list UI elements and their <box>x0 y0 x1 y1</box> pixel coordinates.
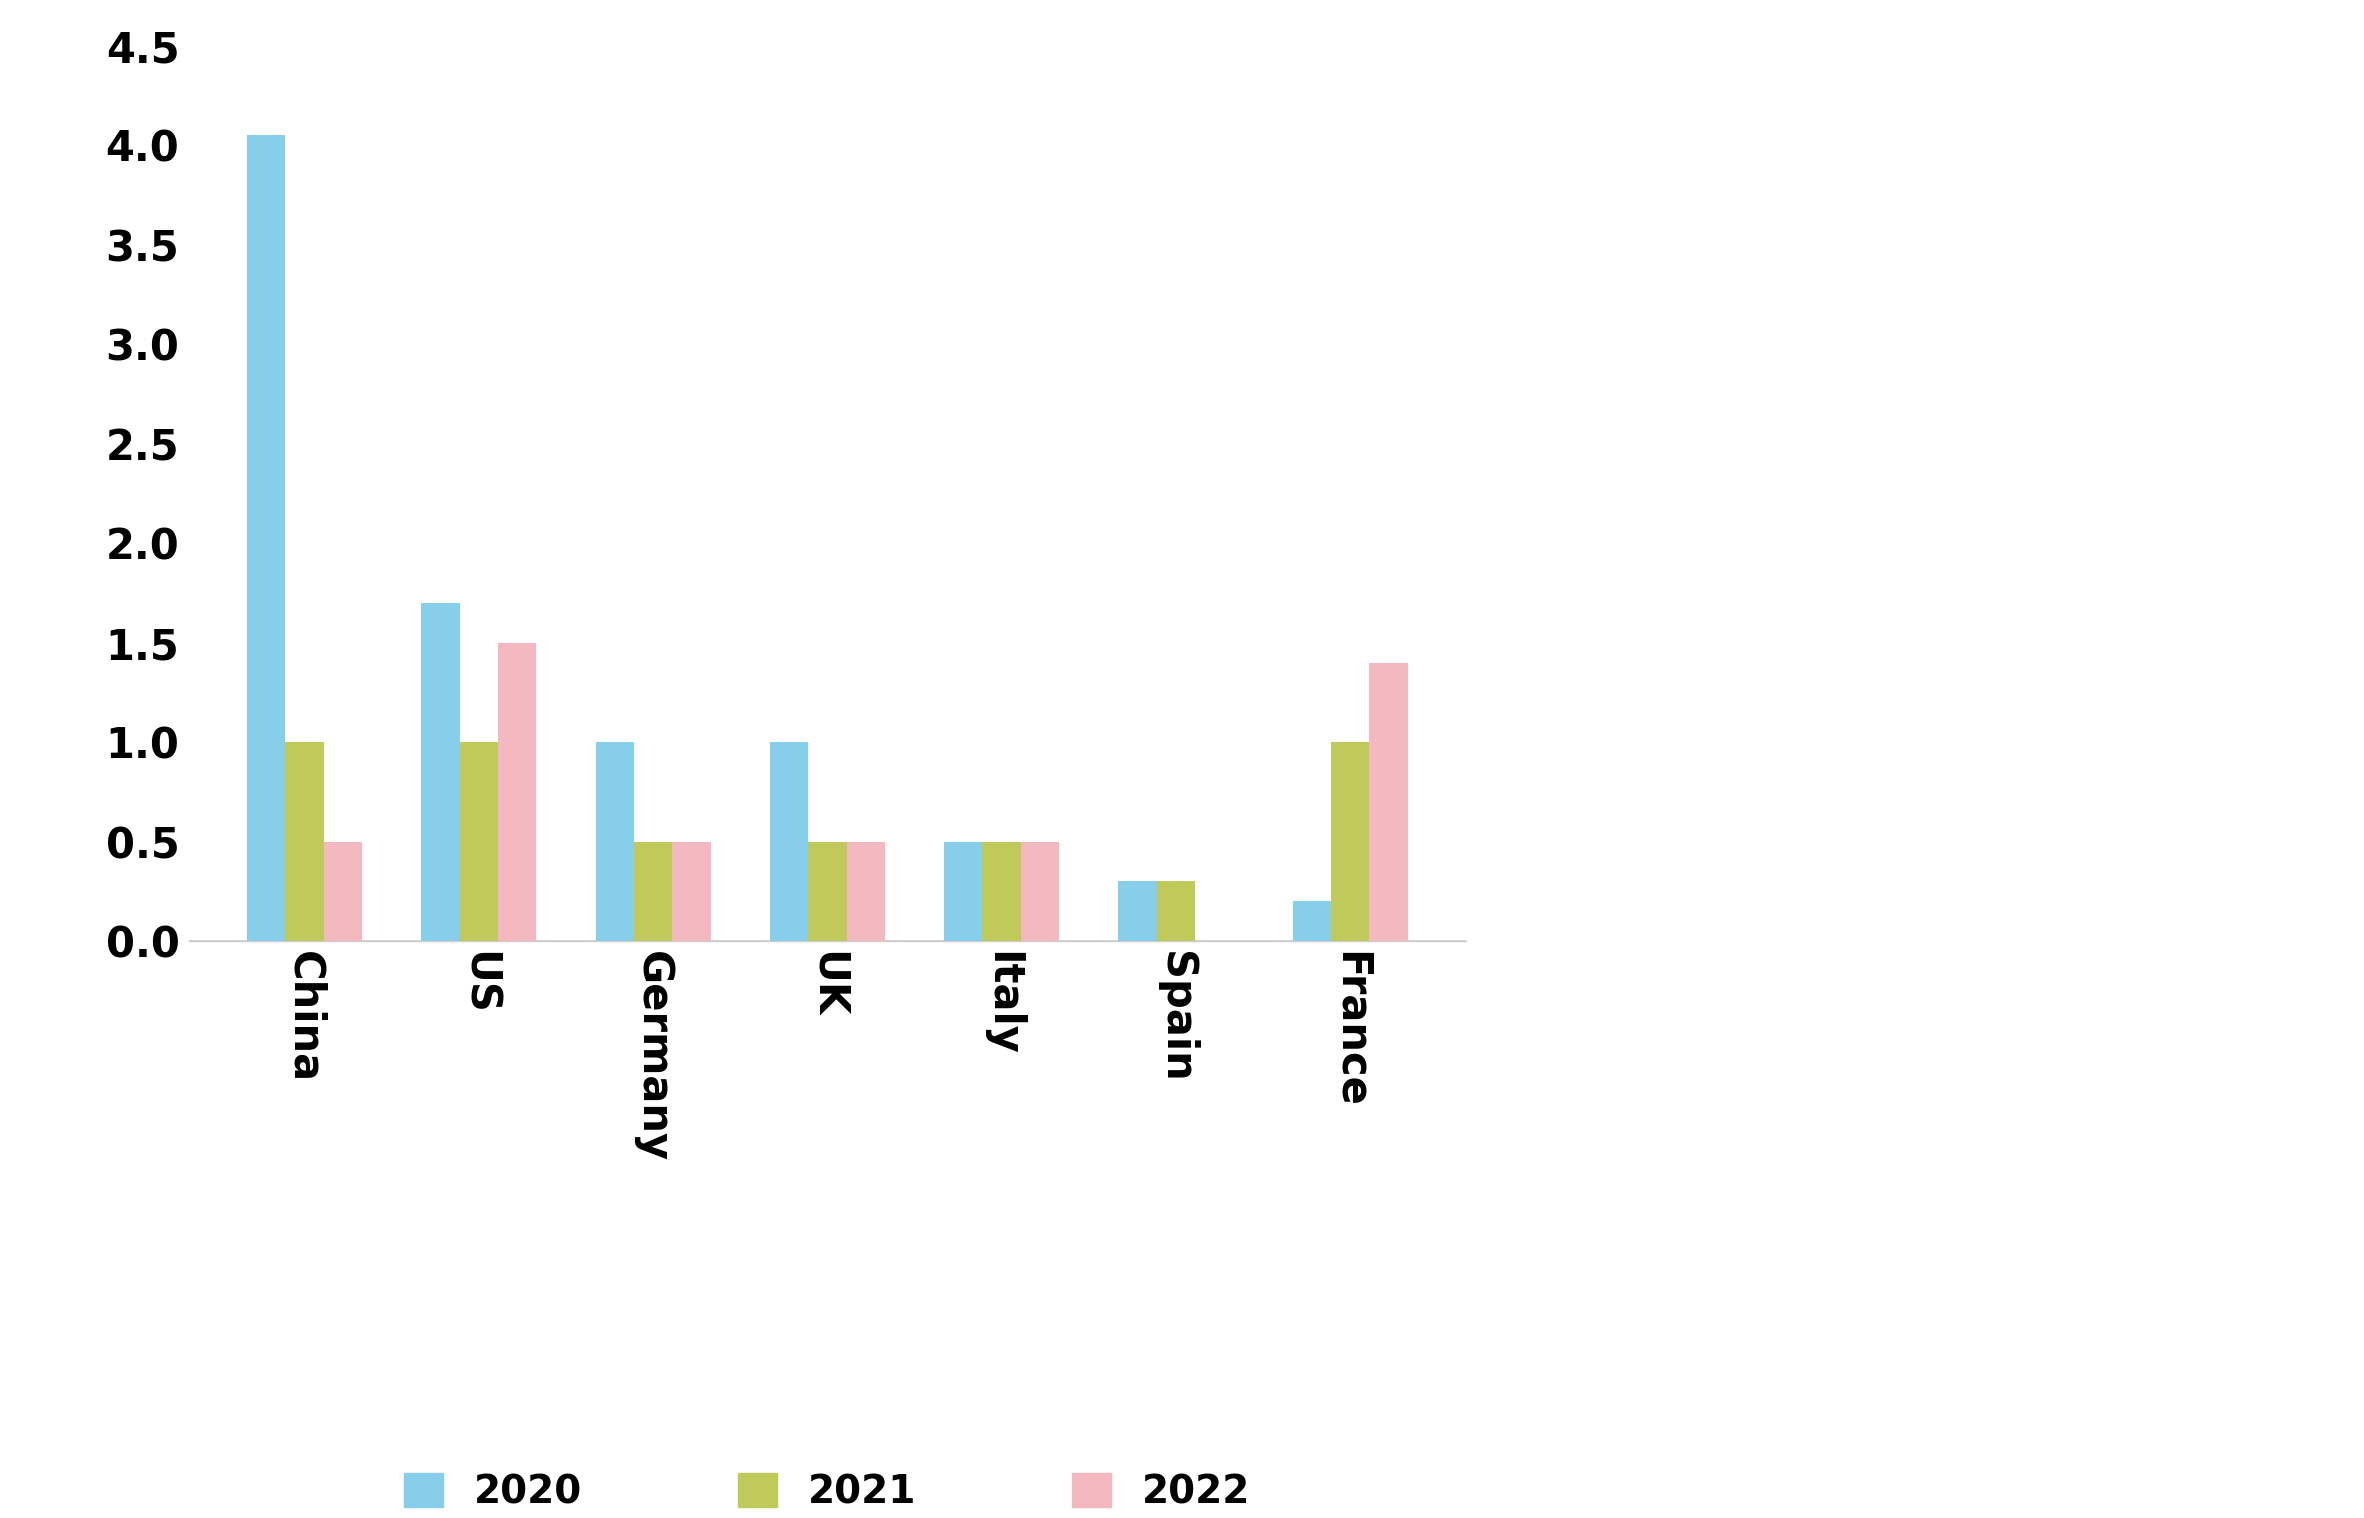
Bar <box>248 135 286 941</box>
Bar <box>634 841 671 941</box>
Bar <box>459 742 499 941</box>
Bar <box>421 603 459 941</box>
Bar <box>324 841 362 941</box>
Bar <box>1021 841 1059 941</box>
Bar <box>771 742 808 941</box>
Bar <box>671 841 712 941</box>
Bar <box>1331 742 1369 941</box>
Bar <box>943 841 983 941</box>
Bar <box>499 642 537 941</box>
Bar <box>808 841 846 941</box>
Bar <box>846 841 884 941</box>
Bar <box>1369 662 1407 941</box>
Bar <box>286 742 324 941</box>
Bar <box>1118 882 1156 941</box>
Legend: 2020, 2021, 2022: 2020, 2021, 2022 <box>385 1453 1269 1518</box>
Bar <box>1293 902 1331 941</box>
Bar <box>596 742 634 941</box>
Bar <box>983 841 1021 941</box>
Bar <box>1156 882 1196 941</box>
